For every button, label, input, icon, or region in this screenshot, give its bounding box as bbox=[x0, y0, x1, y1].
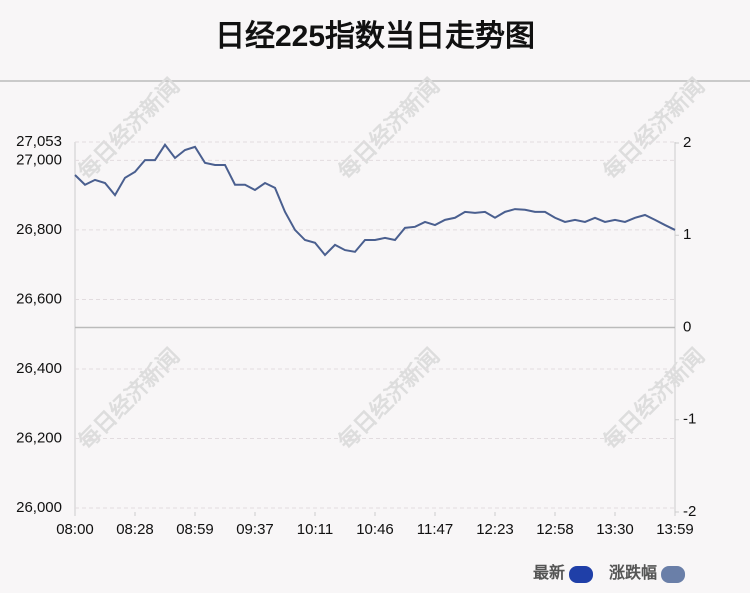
x-tick-label: 08:00 bbox=[56, 521, 94, 538]
y2-tick-label: 0 bbox=[683, 318, 691, 335]
x-tick-label: 13:30 bbox=[596, 521, 634, 538]
y-tick-label: 26,800 bbox=[16, 221, 62, 238]
y-tick-label: 26,000 bbox=[16, 499, 62, 516]
x-tick-label: 12:58 bbox=[536, 521, 574, 538]
x-tick-label: 12:23 bbox=[476, 521, 514, 538]
y-tick-label: 27,053 bbox=[16, 133, 62, 150]
y2-tick-label: 2 bbox=[683, 134, 691, 151]
legend-label: 涨跌幅 bbox=[609, 563, 657, 582]
watermark: 每日经济新闻 bbox=[598, 343, 709, 454]
watermark: 每日经济新闻 bbox=[598, 73, 709, 184]
y2-tick-label: -1 bbox=[683, 411, 696, 428]
legend-swatch bbox=[661, 566, 686, 583]
y-tick-label: 26,200 bbox=[16, 429, 62, 446]
x-tick-label: 10:11 bbox=[297, 521, 333, 538]
y-tick-label: 26,600 bbox=[16, 290, 62, 307]
legend-label: 最新 bbox=[533, 563, 565, 582]
watermark: 每日经济新闻 bbox=[73, 343, 184, 454]
chart-title: 日经225指数当日走势图 bbox=[215, 19, 535, 53]
price-line bbox=[74, 143, 676, 257]
x-tick-label: 08:28 bbox=[116, 521, 154, 538]
x-tick-label: 08:59 bbox=[176, 521, 214, 538]
x-tick-label: 13:59 bbox=[656, 521, 694, 538]
x-tick-label: 09:37 bbox=[236, 521, 274, 538]
y2-tick-label: -2 bbox=[683, 503, 696, 520]
x-tick-label: 10:46 bbox=[356, 521, 394, 538]
watermark: 每日经济新闻 bbox=[333, 343, 444, 454]
watermark: 每日经济新闻 bbox=[333, 73, 444, 184]
watermark: 每日经济新闻 bbox=[73, 73, 184, 184]
y2-tick-label: 1 bbox=[683, 226, 691, 243]
y-tick-label: 27,000 bbox=[16, 151, 62, 168]
x-tick-label: 11:47 bbox=[417, 521, 453, 538]
legend-swatch bbox=[569, 566, 594, 583]
y-tick-label: 26,400 bbox=[16, 360, 62, 377]
